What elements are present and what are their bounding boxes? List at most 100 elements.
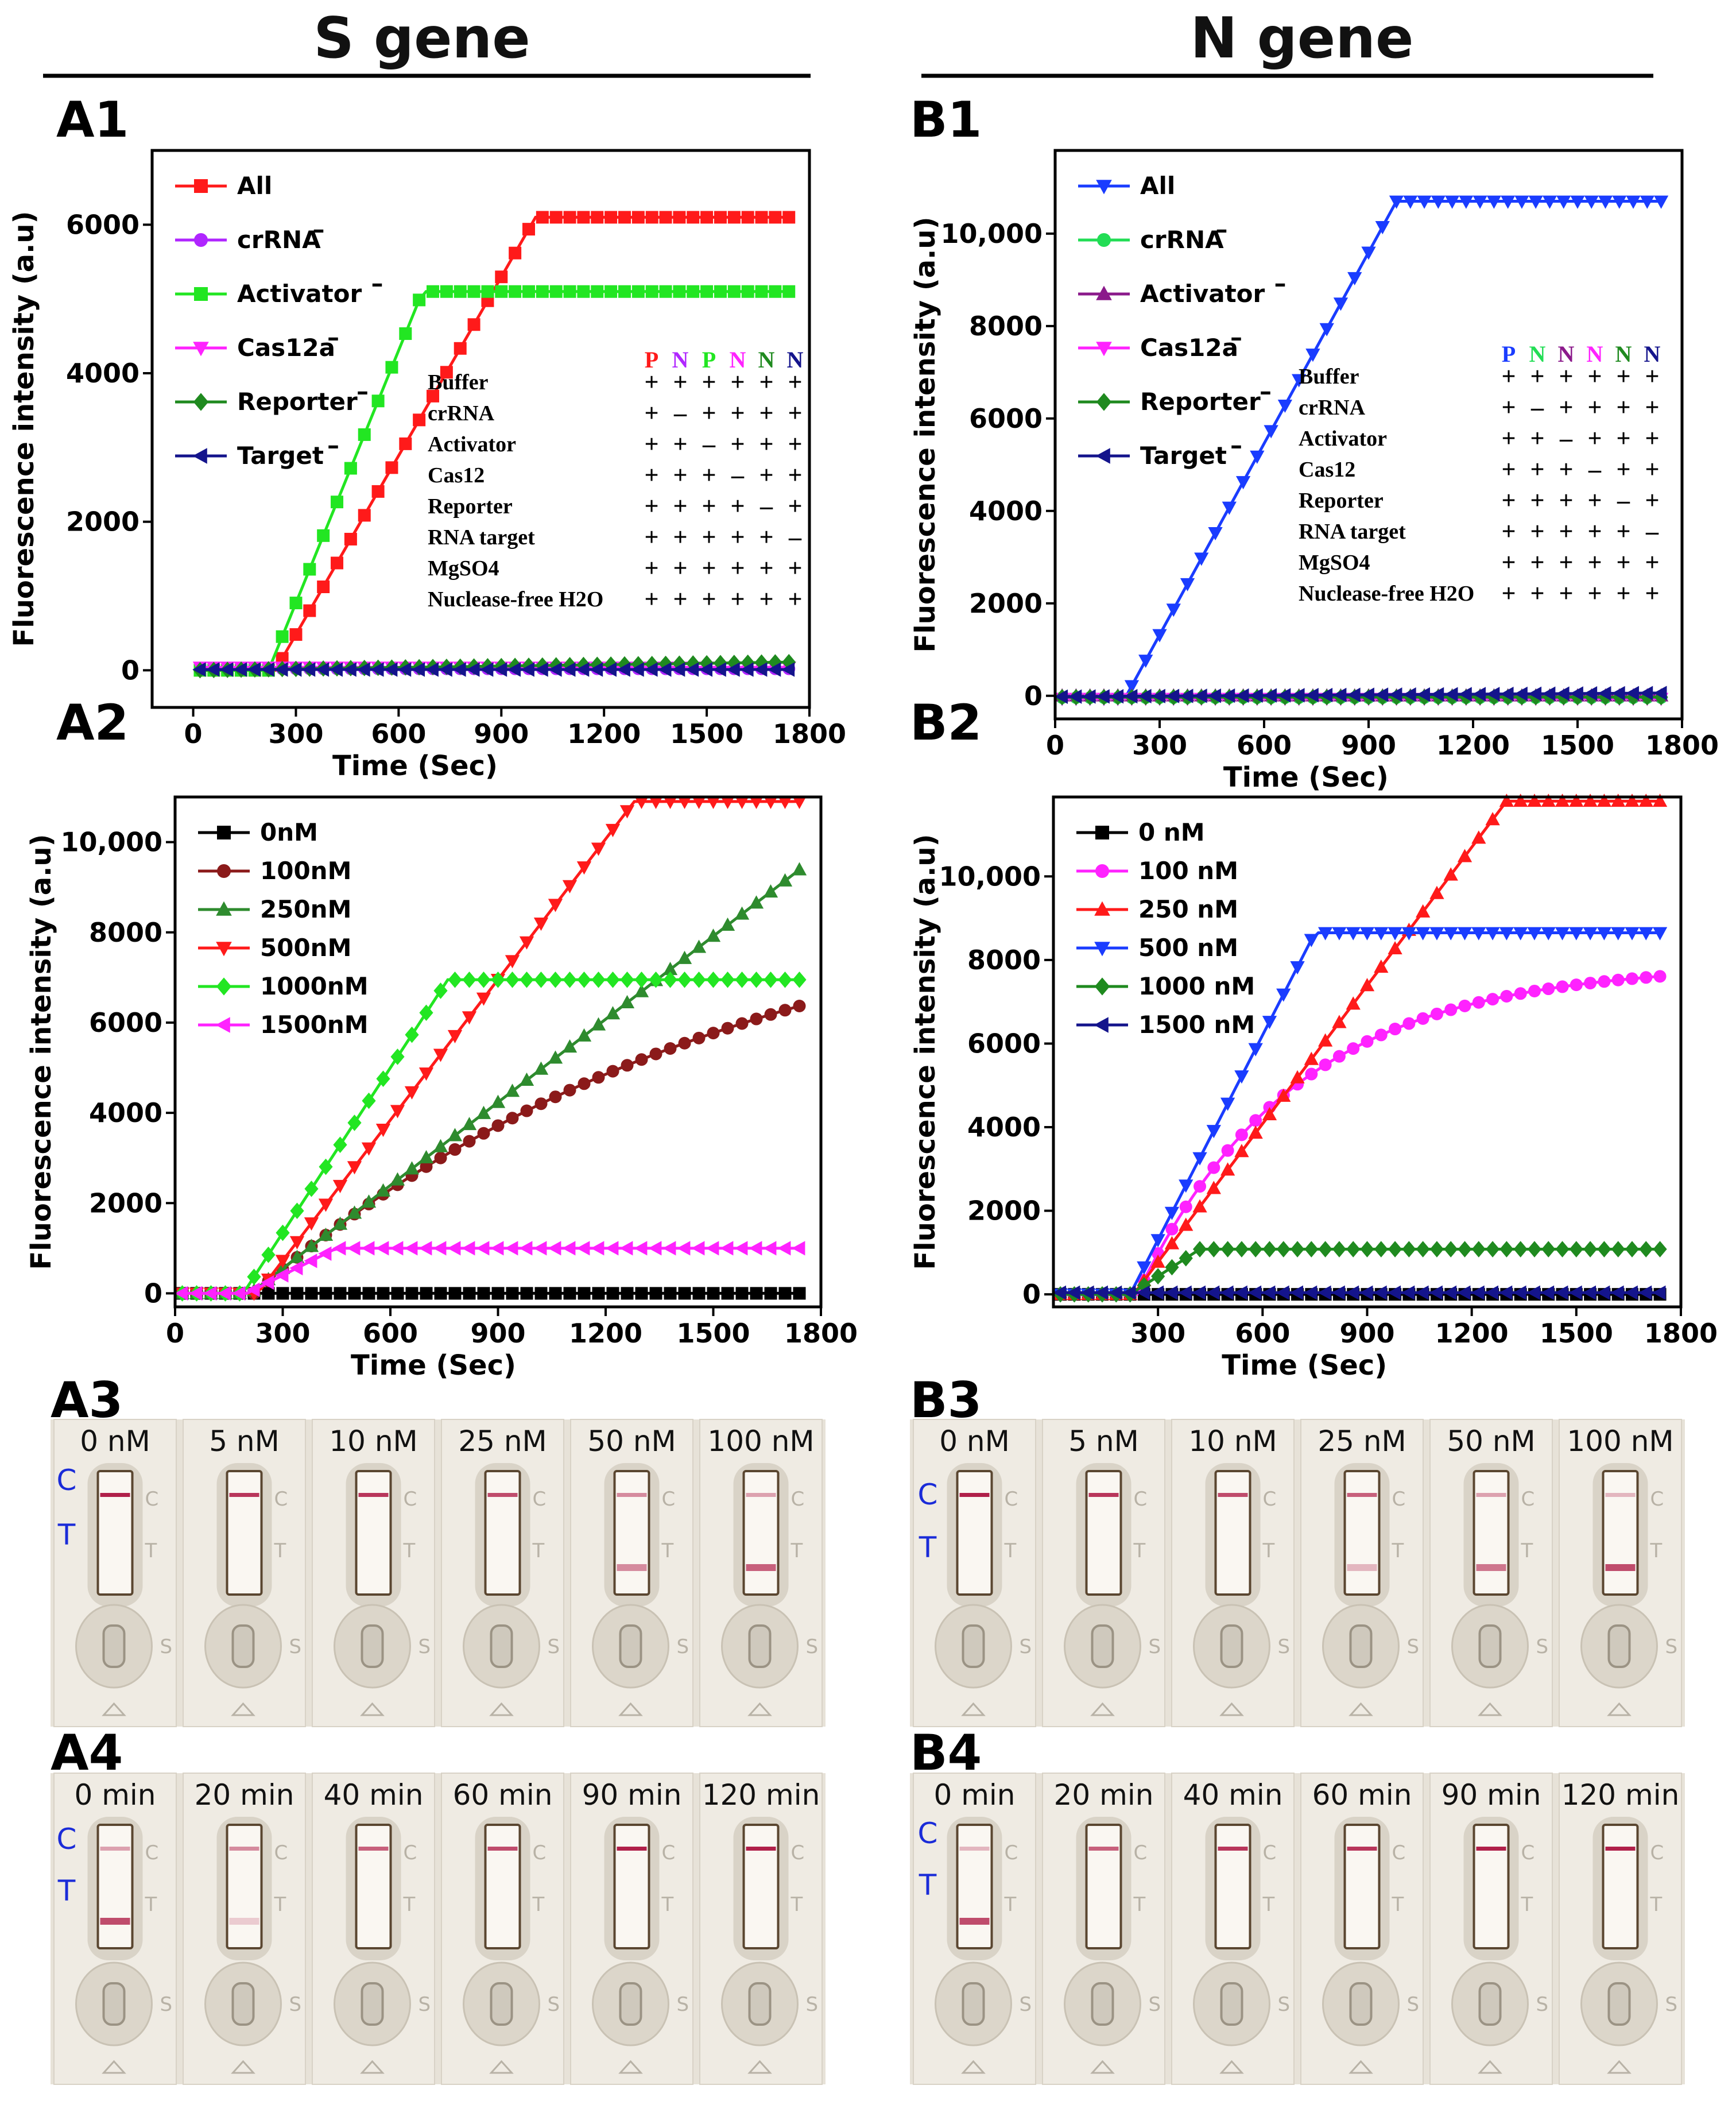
table-row-label: Cas12 — [428, 463, 485, 487]
data-point — [576, 1241, 590, 1256]
data-point — [763, 884, 778, 898]
result-window — [355, 1470, 392, 1596]
strip-label: 100 nM — [1567, 1425, 1673, 1458]
strip-photo-background — [910, 1773, 1685, 2084]
data-point — [1152, 688, 1165, 703]
cassette-c-mark: C — [404, 1841, 417, 1864]
data-point — [619, 1241, 633, 1256]
data-point — [1276, 988, 1291, 1002]
legend-label: Activator — [237, 280, 362, 308]
data-point — [576, 662, 590, 677]
arrow-up-icon — [1478, 1702, 1502, 1716]
cassette-c-mark: C — [1134, 1488, 1148, 1511]
table-cell: + — [644, 461, 658, 489]
data-point — [1431, 195, 1446, 209]
data-point — [1359, 927, 1375, 941]
data-point — [505, 1241, 518, 1256]
table-cell: + — [1501, 579, 1516, 608]
legend-marker — [194, 233, 208, 247]
data-point — [1472, 195, 1487, 209]
table-cell: + — [1559, 548, 1573, 576]
data-point — [769, 211, 782, 224]
legend-marker — [217, 864, 231, 878]
data-point — [706, 795, 721, 810]
data-point — [1164, 1285, 1178, 1300]
data-point — [463, 1135, 476, 1148]
legend-marker — [215, 1017, 230, 1033]
data-point — [606, 971, 620, 988]
data-point — [1528, 984, 1541, 997]
legend-label: 250nM — [260, 895, 351, 923]
data-point — [391, 1287, 404, 1300]
data-point — [1249, 1114, 1262, 1127]
data-point — [782, 211, 796, 224]
data-point — [635, 1053, 648, 1066]
data-point — [635, 1287, 648, 1300]
table-cell: + — [1587, 579, 1602, 608]
table-cell: + — [1587, 486, 1602, 514]
cassette-t-mark: T — [1521, 1539, 1533, 1562]
data-point — [1499, 927, 1514, 941]
y-tick-label: 2000 — [89, 1187, 162, 1218]
table-cell: – — [1530, 393, 1544, 421]
data-point — [433, 1241, 447, 1256]
table-cell: + — [1501, 362, 1516, 390]
cassette-s-mark: S — [418, 1635, 431, 1658]
strip-label: 100 nM — [707, 1425, 814, 1458]
data-point — [630, 662, 644, 677]
data-point — [418, 1067, 434, 1081]
data-point — [261, 1247, 276, 1263]
data-point — [1514, 686, 1528, 702]
data-point — [1611, 1241, 1625, 1257]
table-cell: + — [644, 554, 658, 582]
data-point — [1289, 1285, 1303, 1300]
cassette-c-mark: C — [1005, 1841, 1018, 1864]
data-point — [1179, 1249, 1193, 1267]
strip-label: 20 min — [1054, 1778, 1154, 1812]
legend-marker — [194, 287, 208, 301]
data-point — [1166, 603, 1181, 617]
data-point — [1194, 688, 1207, 703]
data-point — [1375, 221, 1390, 235]
data-point — [1248, 1125, 1263, 1139]
data-point — [677, 795, 692, 810]
data-point — [1416, 1241, 1430, 1257]
table-cell: + — [1530, 486, 1544, 514]
data-point — [1359, 978, 1375, 992]
data-point — [578, 1287, 591, 1300]
data-point — [1471, 927, 1486, 941]
data-point — [1429, 885, 1444, 899]
panel-label-b2: B2 — [910, 694, 982, 752]
strip-label: 60 min — [1312, 1778, 1412, 1812]
strip-label: 0 min — [934, 1778, 1016, 1812]
table-cell: + — [644, 492, 658, 520]
data-point — [462, 971, 476, 988]
data-point — [1208, 527, 1223, 541]
arrow-up-icon — [1478, 2060, 1502, 2074]
data-point — [720, 795, 735, 810]
table-cell: + — [644, 368, 658, 396]
data-point — [562, 880, 578, 893]
data-point — [1374, 1241, 1388, 1257]
legend-label: 500nM — [260, 934, 351, 962]
data-point — [1499, 1241, 1514, 1257]
arrow-up-icon — [102, 1702, 126, 1716]
data-point — [634, 984, 649, 997]
chart-a1: A1 0 300 600 900 1200 1500 1800 0 2000 4000 6000 Tim… — [8, 91, 846, 782]
test-band — [100, 1918, 130, 1925]
data-point — [533, 1241, 547, 1256]
data-point — [768, 662, 781, 677]
data-point — [1416, 927, 1431, 941]
table-cell: + — [730, 430, 745, 458]
data-point — [726, 662, 740, 677]
data-point — [1304, 1051, 1319, 1065]
table-cell: + — [1559, 393, 1573, 421]
data-point — [521, 662, 534, 677]
data-point — [463, 1287, 476, 1300]
data-point — [276, 1224, 290, 1241]
data-point — [1262, 1106, 1277, 1121]
data-point — [720, 917, 735, 931]
table-cell: + — [1530, 424, 1544, 452]
result-window — [226, 1470, 263, 1596]
